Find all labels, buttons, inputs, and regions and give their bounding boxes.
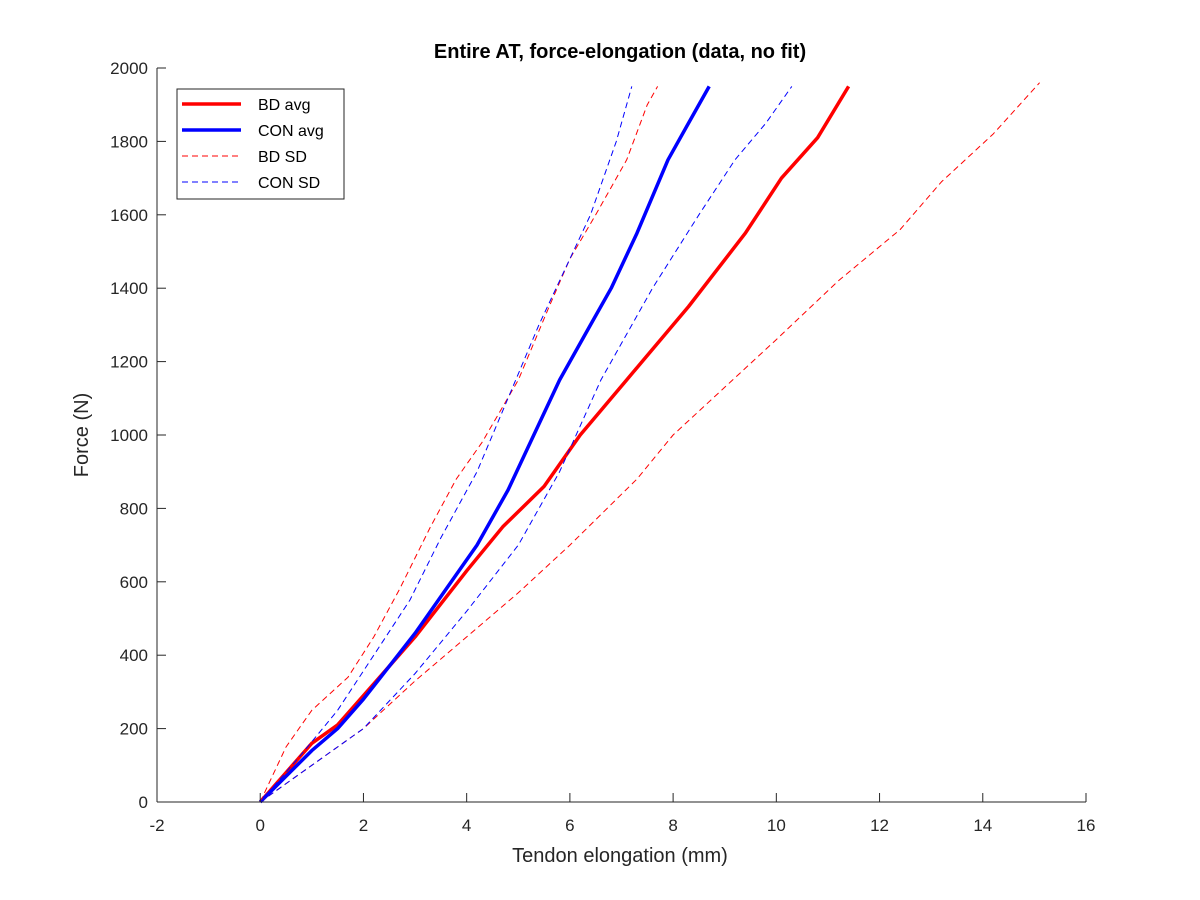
y-tick-label: 600 bbox=[120, 573, 148, 592]
series-line-con-sd-4 bbox=[259, 86, 633, 803]
y-axis-label: Force (N) bbox=[71, 393, 93, 477]
x-tick-label: -2 bbox=[149, 816, 164, 835]
y-tick-label: 800 bbox=[120, 499, 148, 518]
y-tick-label: 1600 bbox=[110, 206, 148, 225]
series-line-bd-sd-2 bbox=[259, 86, 659, 803]
series-line-con-avg-1 bbox=[258, 85, 711, 804]
legend: BD avg CON avg BD SD CON SD bbox=[176, 88, 345, 200]
x-tick-label: 12 bbox=[870, 816, 889, 835]
y-tick-label: 1800 bbox=[110, 132, 148, 151]
series-line-bd-avg-0 bbox=[258, 85, 851, 804]
series-layer bbox=[258, 82, 1040, 804]
x-tick-label: 4 bbox=[462, 816, 471, 835]
axes-layer: -2 0 2 4 6 8 10 12 14 160200400600800100012001400… bbox=[110, 59, 1095, 835]
legend-box bbox=[176, 88, 345, 200]
chart-title: Entire AT, force-elongation (data, no fi… bbox=[434, 41, 806, 63]
x-tick-label: 6 bbox=[565, 816, 574, 835]
legend-label-con-avg: CON avg bbox=[258, 123, 324, 140]
legend-label-bd-avg: BD avg bbox=[258, 97, 310, 114]
x-tick-label: 2 bbox=[359, 816, 368, 835]
series-line-con-sd-5 bbox=[259, 86, 793, 803]
y-tick-label: 0 bbox=[139, 793, 148, 812]
y-tick-label: 200 bbox=[120, 720, 148, 739]
x-tick-label: 0 bbox=[255, 816, 264, 835]
x-tick-label: 16 bbox=[1077, 816, 1096, 835]
y-tick-label: 400 bbox=[120, 646, 148, 665]
x-tick-label: 8 bbox=[668, 816, 677, 835]
y-tick-label: 2000 bbox=[110, 59, 148, 78]
y-tick-label: 1200 bbox=[110, 353, 148, 372]
legend-label-con-sd: CON SD bbox=[258, 175, 320, 192]
y-tick-label: 1400 bbox=[110, 279, 148, 298]
x-tick-label: 14 bbox=[973, 816, 992, 835]
x-axis-label: Tendon elongation (mm) bbox=[512, 845, 728, 867]
series-line-bd-sd-3 bbox=[259, 82, 1040, 803]
x-tick-label: 10 bbox=[767, 816, 786, 835]
legend-label-bd-sd: BD SD bbox=[258, 149, 307, 166]
y-tick-label: 1000 bbox=[110, 426, 148, 445]
